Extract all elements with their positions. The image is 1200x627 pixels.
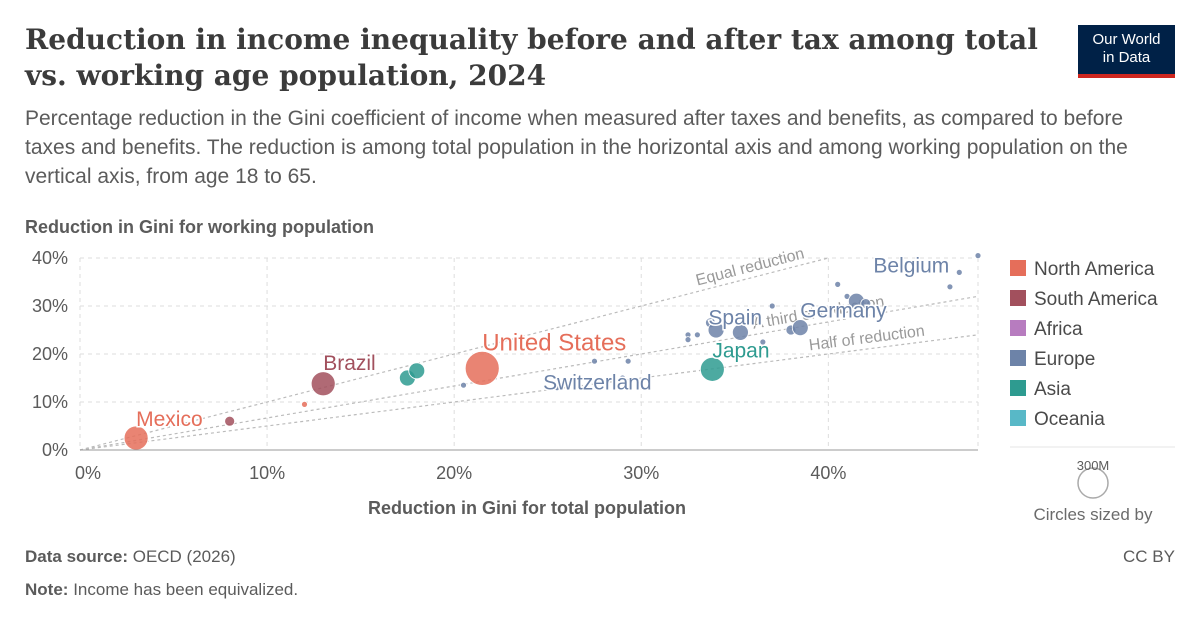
legend-label[interactable]: Africa [1034, 319, 1083, 340]
x-tick-label: 0% [75, 463, 101, 483]
data-point[interactable] [768, 302, 776, 310]
legend-label[interactable]: Europe [1034, 349, 1095, 370]
note-label: Note: [25, 580, 69, 599]
logo-line-2: in Data [1102, 49, 1151, 66]
data-point[interactable] [791, 319, 809, 337]
x-tick-label: 40% [810, 463, 846, 483]
data-point[interactable] [750, 312, 757, 320]
legend-swatch[interactable] [1010, 410, 1026, 426]
y-tick-label: 20% [32, 344, 68, 364]
reference-line [79, 257, 829, 451]
data-point[interactable] [834, 280, 842, 288]
x-tick-label: 30% [623, 463, 659, 483]
data-point[interactable] [759, 338, 767, 346]
legend-label[interactable]: Asia [1034, 379, 1071, 400]
grid-lines [79, 257, 979, 450]
point-label: Mexico [136, 408, 203, 431]
data-point[interactable] [955, 268, 963, 276]
data-point[interactable] [408, 362, 426, 380]
chart-title: Reduction in income inequality before an… [25, 23, 1038, 92]
point-labels: Mexico Brazil United States Switzerland Japa… [135, 253, 951, 433]
point-label: Brazil [323, 352, 376, 375]
x-tick-label: 10% [249, 463, 285, 483]
legend-label[interactable]: Oceania [1034, 409, 1105, 430]
reference-line [79, 334, 979, 451]
chart-note: Note: Income has been equivalized. [25, 580, 298, 600]
data-point[interactable] [591, 357, 598, 365]
data-source-label: Data source: [25, 547, 128, 566]
data-point[interactable] [693, 331, 701, 339]
y-tick-label: 10% [32, 392, 68, 412]
point-label: Germany [800, 300, 887, 323]
point-label: Japan [712, 339, 769, 362]
size-legend-circle [1077, 467, 1109, 499]
legend-swatch[interactable] [1010, 260, 1026, 276]
data-point[interactable] [707, 321, 725, 339]
data-point[interactable] [684, 336, 692, 344]
y-axis-title: Reduction in Gini for working population [25, 217, 374, 237]
logo-line-1: Our World [1092, 31, 1161, 48]
data-point[interactable] [464, 350, 500, 386]
y-tick-label: 30% [32, 296, 68, 316]
point-label: United States [482, 329, 626, 356]
data-point[interactable] [619, 374, 626, 382]
y-tick-label: 0% [42, 440, 68, 460]
x-axis-title: Reduction in Gini for total population [368, 498, 686, 518]
data-point[interactable] [553, 384, 561, 392]
chart-subtitle: Percentage reduction in the Gini coeffic… [25, 107, 1128, 188]
data-point[interactable] [310, 371, 336, 397]
data-point[interactable] [860, 298, 872, 310]
y-tick-label: 40% [32, 248, 68, 268]
point-label: Spain [708, 306, 762, 329]
legend-swatch[interactable] [1010, 320, 1026, 336]
data-point[interactable] [460, 381, 467, 389]
note-value: Income has been equivalized. [73, 580, 299, 599]
size-legend-caption: Circles sized by [1033, 505, 1153, 524]
legend-swatch[interactable] [1010, 380, 1026, 396]
x-tick-label: 20% [436, 463, 472, 483]
legend-label[interactable]: South America [1034, 289, 1158, 310]
data-point[interactable] [732, 323, 749, 341]
point-label: Switzerland [543, 372, 652, 395]
data-point[interactable] [624, 357, 632, 365]
data-point[interactable] [699, 356, 725, 382]
legend-swatch[interactable] [1010, 350, 1026, 366]
data-point[interactable] [224, 415, 236, 427]
legend: North America South America Africa Europe As… [1010, 259, 1175, 524]
legend-swatch[interactable] [1010, 290, 1026, 306]
data-source-value[interactable]: OECD (2026) [132, 547, 236, 566]
data-point[interactable] [946, 283, 954, 291]
data-point[interactable] [301, 400, 308, 408]
size-legend-label: 300M [1077, 458, 1110, 473]
point-label: Belgium [873, 254, 949, 277]
axes: 0% 0% 10% 10% 20% 20% 30% 30% 40% 40% Reduction in… [25, 217, 978, 518]
legend-label[interactable]: North America [1034, 259, 1155, 280]
data-point[interactable] [974, 252, 982, 260]
license[interactable]: CC BY [1123, 547, 1175, 566]
data-source: Data source: OECD (2026) [25, 547, 236, 567]
owid-logo[interactable]: Our World in Data [1078, 25, 1175, 78]
